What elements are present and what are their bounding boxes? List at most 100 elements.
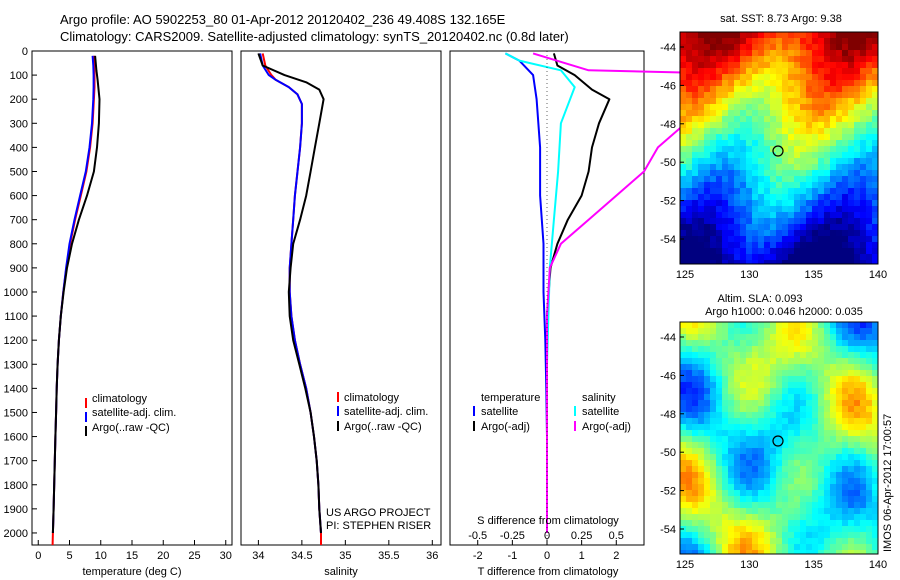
- map-pixel: [794, 340, 800, 346]
- map-pixel: [686, 532, 692, 538]
- map-pixel: [680, 490, 686, 496]
- map-pixel: [818, 406, 824, 412]
- map-pixel: [788, 230, 794, 236]
- map-pixel: [782, 248, 788, 254]
- map-pixel: [788, 86, 794, 92]
- map-pixel: [836, 532, 842, 538]
- map-pixel: [842, 104, 848, 110]
- map-pixel: [854, 520, 860, 526]
- map-pixel: [866, 206, 872, 212]
- map-pixel: [716, 242, 722, 248]
- map-pixel: [752, 334, 758, 340]
- map-pixel: [740, 454, 746, 460]
- map-pixel: [800, 116, 806, 122]
- map-pixel: [842, 460, 848, 466]
- map-pixel: [722, 436, 728, 442]
- map-pixel: [830, 254, 836, 260]
- map-pixel: [698, 520, 704, 526]
- map-pixel: [848, 92, 854, 98]
- map-pixel: [680, 176, 686, 182]
- map-pixel: [800, 322, 806, 328]
- map-pixel: [848, 496, 854, 502]
- map-pixel: [704, 442, 710, 448]
- map-pixel: [704, 86, 710, 92]
- map-pixel: [740, 532, 746, 538]
- map-pixel: [854, 526, 860, 532]
- map-pixel: [848, 134, 854, 140]
- map-pixel: [788, 544, 794, 550]
- map-pixel: [788, 424, 794, 430]
- map-pixel: [776, 544, 782, 550]
- map-pixel: [854, 140, 860, 146]
- map-pixel: [710, 44, 716, 50]
- map-pixel: [806, 508, 812, 514]
- map-pixel: [734, 508, 740, 514]
- map-pixel: [788, 158, 794, 164]
- map-pixel: [788, 218, 794, 224]
- map-pixel: [716, 140, 722, 146]
- depth-tick-label: 1100: [4, 311, 28, 323]
- map-pixel: [740, 44, 746, 50]
- map-pixel: [842, 134, 848, 140]
- map-pixel: [872, 206, 878, 212]
- map-pixel: [848, 490, 854, 496]
- map-pixel: [866, 248, 872, 254]
- map-pixel: [812, 412, 818, 418]
- map-pixel: [800, 388, 806, 394]
- map-pixel: [842, 260, 848, 264]
- map-pixel: [776, 170, 782, 176]
- map-pixel: [680, 358, 686, 364]
- map-pixel: [824, 224, 830, 230]
- map-pixel: [824, 128, 830, 134]
- map-pixel: [764, 394, 770, 400]
- map-pixel: [686, 152, 692, 158]
- map-pixel: [782, 400, 788, 406]
- map-pixel: [740, 158, 746, 164]
- map-pixel: [746, 448, 752, 454]
- map-pixel: [794, 364, 800, 370]
- map-pixel: [812, 164, 818, 170]
- map-pixel: [866, 442, 872, 448]
- map-pixel: [842, 188, 848, 194]
- map-pixel: [854, 490, 860, 496]
- map-pixel: [740, 334, 746, 340]
- map-pixel: [752, 328, 758, 334]
- map-pixel: [794, 44, 800, 50]
- map-pixel: [818, 104, 824, 110]
- map-pixel: [824, 164, 830, 170]
- map-pixel: [704, 50, 710, 56]
- map-pixel: [746, 68, 752, 74]
- map-pixel: [842, 110, 848, 116]
- map-pixel: [716, 394, 722, 400]
- map-pixel: [872, 322, 878, 328]
- map-pixel: [704, 122, 710, 128]
- map-pixel: [752, 424, 758, 430]
- map-pixel: [728, 116, 734, 122]
- map-pixel: [818, 122, 824, 128]
- map-pixel: [788, 134, 794, 140]
- depth-tick-label: 1900: [4, 504, 28, 516]
- map-pixel: [746, 50, 752, 56]
- map-pixel: [794, 490, 800, 496]
- map-pixel: [872, 442, 878, 448]
- map-pixel: [788, 164, 794, 170]
- map-pixel: [692, 376, 698, 382]
- map-pixel: [812, 56, 818, 62]
- map-pixel: [746, 538, 752, 544]
- map-pixel: [830, 322, 836, 328]
- map-pixel: [848, 194, 854, 200]
- lat-tick-label: -46: [660, 370, 676, 382]
- map-pixel: [764, 104, 770, 110]
- map-pixel: [752, 520, 758, 526]
- map-pixel: [746, 376, 752, 382]
- map-pixel: [710, 460, 716, 466]
- map-pixel: [830, 472, 836, 478]
- map-pixel: [704, 460, 710, 466]
- map-pixel: [830, 200, 836, 206]
- map-pixel: [848, 68, 854, 74]
- map-pixel: [818, 460, 824, 466]
- map-pixel: [716, 260, 722, 264]
- map-pixel: [860, 412, 866, 418]
- map-pixel: [770, 346, 776, 352]
- map-pixel: [746, 38, 752, 44]
